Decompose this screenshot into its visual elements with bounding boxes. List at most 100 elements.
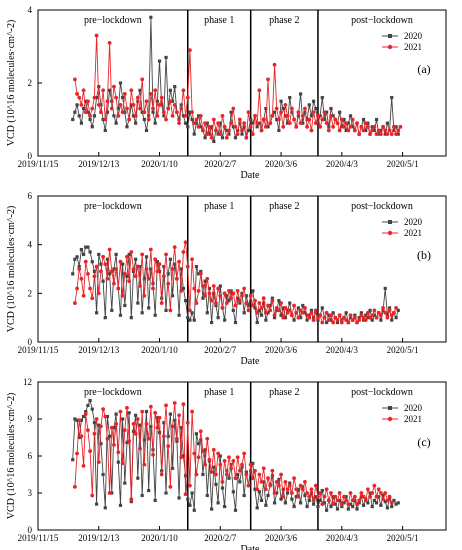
- data-point: [277, 299, 281, 303]
- data-point: [173, 262, 177, 266]
- data-point: [307, 103, 311, 107]
- data-point: [377, 495, 381, 499]
- data-point: [75, 286, 79, 291]
- data-point: [138, 88, 142, 92]
- data-point: [168, 308, 173, 313]
- data-point: [312, 502, 316, 506]
- data-point: [99, 110, 103, 115]
- data-point: [320, 320, 325, 325]
- data-point: [97, 423, 101, 427]
- data-point: [135, 95, 140, 100]
- data-point: [88, 286, 92, 291]
- data-point: [133, 431, 138, 436]
- data-point: [116, 460, 120, 464]
- data-point: [250, 132, 255, 137]
- data-point: [366, 316, 370, 320]
- data-point: [161, 434, 166, 439]
- data-point: [186, 125, 190, 129]
- data-point: [387, 128, 392, 133]
- data-point: [357, 498, 362, 503]
- data-point: [103, 414, 108, 419]
- data-point: [255, 506, 259, 510]
- data-point: [342, 124, 346, 129]
- legend-swatch-marker: [387, 230, 393, 236]
- series-line: [74, 242, 397, 324]
- data-point: [300, 113, 305, 118]
- data-point: [88, 113, 92, 118]
- data-point: [344, 498, 349, 503]
- data-point: [316, 494, 320, 499]
- data-point: [92, 431, 97, 436]
- data-point: [109, 106, 114, 111]
- data-point: [309, 114, 314, 118]
- data-point: [351, 125, 355, 129]
- data-point: [107, 40, 112, 45]
- data-point: [370, 318, 374, 322]
- data-point: [263, 310, 268, 315]
- data-point: [194, 432, 199, 436]
- data-point: [149, 267, 153, 271]
- data-point: [127, 439, 132, 444]
- data-point: [249, 469, 253, 473]
- phase-label: post−lockdown: [351, 201, 413, 212]
- data-point: [307, 494, 312, 499]
- data-point: [92, 95, 97, 100]
- data-point: [79, 434, 84, 439]
- data-point: [381, 306, 385, 310]
- data-point: [183, 121, 188, 125]
- data-point: [92, 114, 97, 118]
- data-point: [311, 498, 316, 503]
- data-point: [352, 315, 357, 320]
- data-point: [157, 262, 162, 267]
- data-point: [162, 264, 166, 269]
- data-point: [253, 306, 257, 310]
- data-point: [72, 77, 77, 82]
- data-point: [257, 121, 261, 125]
- data-point: [392, 310, 396, 315]
- data-point: [196, 455, 201, 460]
- x-tick-label: 2020/1/10: [141, 533, 178, 543]
- data-point: [177, 121, 181, 126]
- data-point: [135, 417, 140, 421]
- data-point: [385, 121, 390, 125]
- data-point: [223, 318, 227, 322]
- data-point: [233, 303, 238, 308]
- data-point: [348, 491, 353, 495]
- data-point: [129, 500, 133, 504]
- data-point: [248, 462, 253, 467]
- data-point: [266, 303, 270, 308]
- data-point: [201, 296, 205, 300]
- data-point: [361, 318, 366, 322]
- data-point: [185, 95, 190, 100]
- data-point: [307, 117, 312, 122]
- data-point: [374, 315, 379, 320]
- data-point: [316, 315, 320, 320]
- legend-entry: 2020: [404, 31, 423, 41]
- data-point: [179, 426, 183, 430]
- data-point: [223, 504, 227, 509]
- data-point: [71, 272, 75, 276]
- data-point: [90, 296, 95, 301]
- data-point: [244, 472, 249, 477]
- data-point: [183, 113, 188, 118]
- data-point: [394, 502, 398, 506]
- x-axis-label: Date: [241, 356, 260, 367]
- y-tick-label: 4: [28, 240, 33, 250]
- data-point: [101, 88, 106, 93]
- data-point: [298, 121, 303, 126]
- data-point: [389, 500, 394, 505]
- data-point: [361, 315, 366, 320]
- data-point: [383, 500, 387, 504]
- data-point: [205, 121, 209, 125]
- data-point: [285, 308, 290, 312]
- data-point: [385, 132, 390, 137]
- data-point: [238, 301, 242, 305]
- data-point: [114, 422, 119, 426]
- data-point: [387, 306, 392, 310]
- data-point: [248, 293, 253, 298]
- data-point: [333, 117, 338, 122]
- data-point: [366, 501, 370, 505]
- data-point: [368, 132, 372, 137]
- data-point: [218, 293, 223, 298]
- data-point: [79, 247, 84, 252]
